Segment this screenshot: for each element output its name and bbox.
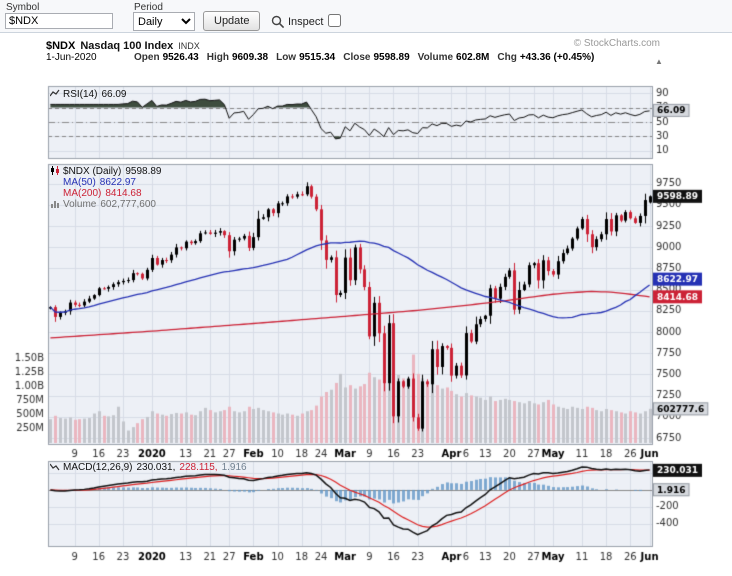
symbol-input[interactable] — [5, 13, 113, 29]
watermark: © StockCharts.com — [573, 38, 660, 49]
quote-value: 602.8M — [456, 52, 490, 63]
price-legend: $NDX (Daily) 9598.89 MA(50) 8622.97 MA(200… — [50, 166, 162, 210]
ma200-legend-name: MA(200) — [63, 188, 102, 199]
quote-date: 1-Jun-2020 — [46, 52, 97, 63]
title-symbol: $NDX — [46, 40, 76, 52]
title-exchange: INDX — [178, 41, 200, 51]
ma200-legend-value: 8414.68 — [105, 188, 142, 199]
quote-label: Open — [134, 52, 160, 63]
macd-line-value: 230.031, — [136, 462, 176, 473]
quote-label: High — [206, 52, 229, 63]
macd-signal-value: 228.115, — [179, 462, 218, 473]
panel-collapse-icon[interactable]: ▲ — [655, 57, 663, 66]
quote-value: 9515.34 — [299, 52, 336, 63]
price-legend-value: 9598.89 — [125, 166, 162, 177]
update-button[interactable]: Update — [203, 11, 261, 31]
quote-label: Volume — [417, 52, 454, 63]
macd-hist-value: 1.916 — [221, 462, 247, 473]
inspect-label: Inspect — [288, 16, 324, 28]
period-select[interactable]: Daily — [133, 12, 195, 31]
price-legend-name: $NDX (Daily) — [63, 166, 122, 177]
macd-legend-name: MACD(12,26,9) — [63, 462, 133, 473]
title-name: Nasdaq 100 Index — [80, 40, 174, 52]
volume-bars-icon — [51, 201, 59, 208]
toolbar: Symbol Period Daily Update Inspect — [0, 0, 732, 33]
candlestick-icon — [51, 166, 59, 175]
quote-label: Close — [343, 52, 371, 63]
quote-line: 1-Jun-2020 Open 9526.43 High 9609.38 Low 9515.… — [46, 52, 594, 63]
ma50-legend-value: 8622.97 — [99, 177, 136, 188]
rsi-legend-value: 66.09 — [101, 89, 127, 100]
volume-legend-name: Volume — [63, 199, 97, 210]
quote-value: +43.36 (+0.45%) — [519, 52, 595, 63]
volume-legend-value: 602,777,600 — [100, 199, 156, 210]
quote-value: 9609.38 — [231, 52, 269, 63]
chart-title: $NDX Nasdaq 100 Index INDX — [46, 36, 200, 54]
line-chart-icon — [49, 463, 60, 471]
magnifier-icon — [271, 15, 285, 34]
line-chart-icon — [49, 89, 60, 97]
inspect-checkbox[interactable] — [328, 14, 341, 27]
ma50-legend-name: MA(50) — [63, 177, 96, 188]
period-label: Period — [134, 2, 163, 13]
quote-label: Chg — [497, 52, 517, 63]
quote-value: 9526.43 — [162, 52, 199, 63]
rsi-legend-name: RSI(14) — [63, 89, 98, 100]
symbol-label: Symbol — [6, 2, 40, 13]
quote-label: Low — [276, 52, 297, 63]
rsi-legend: RSI(14) 66.09 — [49, 89, 127, 100]
macd-legend: MACD(12,26,9) 230.031, 228.115, 1.916 — [49, 462, 247, 473]
quote-value: 9598.89 — [373, 52, 410, 63]
